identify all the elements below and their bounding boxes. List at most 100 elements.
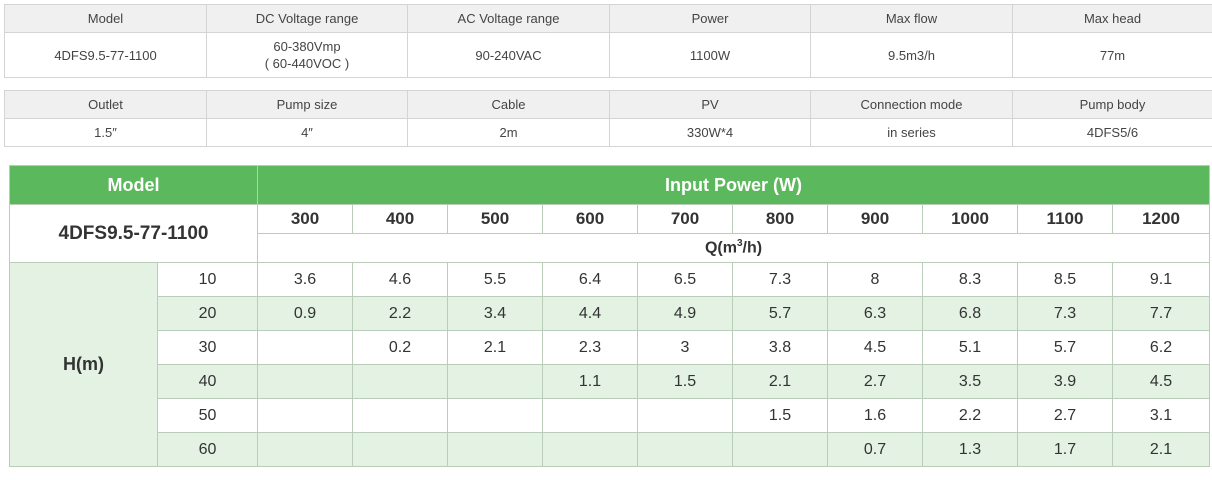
flow-cell: 4.9 — [637, 296, 733, 331]
flow-label-row: Q(m3/h) — [10, 233, 1211, 263]
flow-cell: 3.6 — [257, 262, 353, 297]
flow-cell: 1.7 — [1017, 432, 1113, 467]
power-cell: 800 — [732, 204, 828, 234]
spec-header-model: Model — [4, 4, 207, 33]
spec-header-connection-mode: Connection mode — [810, 90, 1013, 119]
spec-table-main: Model DC Voltage range AC Voltage range … — [4, 4, 1212, 78]
flow-cell — [542, 432, 638, 467]
spec-value-ac-voltage: 90-240VAC — [407, 32, 610, 78]
flow-cell: 3.5 — [922, 364, 1018, 399]
spec-value-pv: 330W*4 — [609, 118, 811, 147]
flow-cell: 1.5 — [637, 364, 733, 399]
spec-value-max-flow: 9.5m3/h — [810, 32, 1013, 78]
spec-value-pump-size: 4″ — [206, 118, 408, 147]
flow-cell — [257, 398, 353, 433]
flow-cell: 0.2 — [352, 330, 448, 365]
head-value: 30 — [157, 330, 258, 365]
flow-cell: 4.5 — [827, 330, 923, 365]
flow-cell: 2.3 — [542, 330, 638, 365]
flow-cell: 0.9 — [257, 296, 353, 331]
power-cell: 700 — [637, 204, 733, 234]
power-cell: 500 — [447, 204, 543, 234]
flow-cell: 7.3 — [732, 262, 828, 297]
spec-header-dc-voltage: DC Voltage range — [206, 4, 408, 33]
flow-cell: 0.7 — [827, 432, 923, 467]
head-label: H(m) — [9, 262, 158, 467]
flow-cell — [352, 432, 448, 467]
flow-cell: 5.7 — [732, 296, 828, 331]
head-row: 40 1.1 1.5 2.1 2.7 3.5 3.9 4.5 — [10, 364, 1211, 399]
spec-value-pump-body: 4DFS5/6 — [1012, 118, 1212, 147]
power-row: 4DFS9.5-77-1100 300 400 500 600 700 800 … — [9, 204, 1211, 263]
flow-label: Q(m3/h) — [256, 233, 1211, 263]
flow-cell: 4.4 — [542, 296, 638, 331]
head-row: H(m) 10 3.6 4.6 5.5 6.4 6.5 7.3 8 8.3 8.5 9.1 — [9, 262, 1211, 467]
flow-cell: 8.5 — [1017, 262, 1113, 297]
flow-cell — [447, 398, 543, 433]
power-cell: 400 — [352, 204, 448, 234]
flow-cell: 2.7 — [827, 364, 923, 399]
spec-header-outlet: Outlet — [4, 90, 207, 119]
flow-cell — [352, 398, 448, 433]
spec-header-pump-body: Pump body — [1012, 90, 1212, 119]
performance-body: H(m) 10 3.6 4.6 5.5 6.4 6.5 7.3 8 8.3 8.5 9.1 20 0.9 2… — [9, 262, 1211, 467]
flow-cell: 3.9 — [1017, 364, 1113, 399]
flow-cell — [542, 398, 638, 433]
flow-cell: 7.3 — [1017, 296, 1113, 331]
spec-value-power: 1100W — [609, 32, 811, 78]
flow-cell: 9.1 — [1111, 262, 1211, 297]
flow-cell: 1.5 — [732, 398, 828, 433]
flow-cell: 4.6 — [352, 262, 448, 297]
spec-value-dc-voltage: 60-380Vmp ( 60-440VOC ) — [206, 32, 408, 78]
spec-value-max-head: 77m — [1012, 32, 1212, 78]
head-value: 20 — [157, 296, 258, 331]
power-cell: 1200 — [1111, 204, 1211, 234]
flow-cell: 6.2 — [1111, 330, 1211, 365]
flow-label-suffix: /h) — [742, 239, 763, 257]
input-power-label: Input Power (W) — [256, 165, 1211, 205]
flow-cell: 2.1 — [732, 364, 828, 399]
flow-cell: 5.1 — [922, 330, 1018, 365]
flow-cell: 1.1 — [542, 364, 638, 399]
spec-header-max-flow: Max flow — [810, 4, 1013, 33]
power-cell: 600 — [542, 204, 638, 234]
flow-cell: 2.2 — [922, 398, 1018, 433]
flow-cell: 5.5 — [447, 262, 543, 297]
flow-cell — [352, 364, 448, 399]
flow-cell — [637, 432, 733, 467]
flow-cell: 2.1 — [447, 330, 543, 365]
flow-cell: 1.6 — [827, 398, 923, 433]
performance-table: Model Input Power (W) 4DFS9.5-77-1100 30… — [9, 165, 1211, 467]
flow-cell — [447, 364, 543, 399]
spec-header-ac-voltage: AC Voltage range — [407, 4, 610, 33]
flow-cell — [447, 432, 543, 467]
spec-value-cable: 2m — [407, 118, 610, 147]
dc-voc-value: ( 60-440VOC ) — [264, 56, 350, 71]
perf-title-row: Model Input Power (W) — [9, 165, 1211, 205]
head-row: 20 0.9 2.2 3.4 4.4 4.9 5.7 6.3 6.8 7.3 7.7 — [10, 296, 1211, 331]
spec-header-row: Outlet Pump size Cable PV Connection mod… — [4, 90, 1212, 119]
flow-cell: 2.2 — [352, 296, 448, 331]
spec-header-cable: Cable — [407, 90, 610, 119]
flow-cell: 6.4 — [542, 262, 638, 297]
power-cell: 1000 — [922, 204, 1018, 234]
flow-cell — [257, 432, 353, 467]
flow-label-sup: 3 — [736, 238, 743, 250]
flow-cell: 6.8 — [922, 296, 1018, 331]
flow-cell: 1.3 — [922, 432, 1018, 467]
model-label: Model — [9, 165, 258, 205]
flow-cell — [732, 432, 828, 467]
flow-cell: 2.7 — [1017, 398, 1113, 433]
flow-cell: 3.4 — [447, 296, 543, 331]
spec-value-row: 4DFS9.5-77-1100 60-380Vmp ( 60-440VOC ) … — [4, 32, 1212, 78]
spec-table-secondary: Outlet Pump size Cable PV Connection mod… — [4, 90, 1212, 147]
spec-header-max-head: Max head — [1012, 4, 1212, 33]
dc-vmp-value: 60-380Vmp — [273, 39, 341, 54]
head-value: 50 — [157, 398, 258, 433]
flow-cell: 5.7 — [1017, 330, 1113, 365]
flow-cell: 2.1 — [1111, 432, 1211, 467]
flow-cell: 8.3 — [922, 262, 1018, 297]
head-value: 10 — [157, 262, 258, 297]
spec-value-connection-mode: in series — [810, 118, 1013, 147]
head-value: 40 — [157, 364, 258, 399]
